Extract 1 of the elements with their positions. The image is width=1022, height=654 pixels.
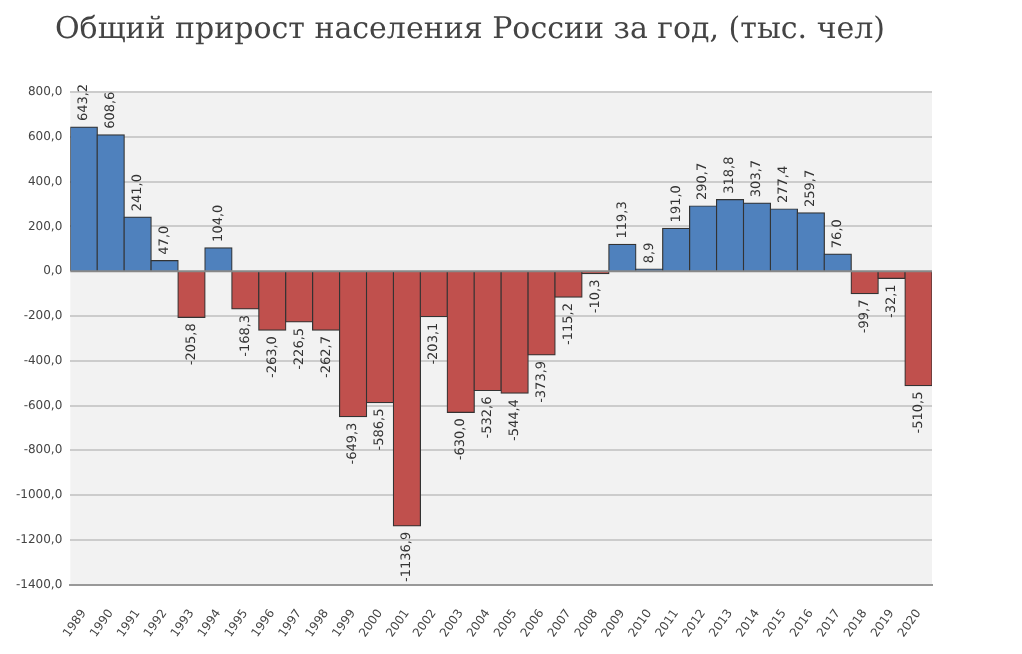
chart-title: Общий прирост населения России за год, (тыс. чел)	[54, 9, 886, 46]
